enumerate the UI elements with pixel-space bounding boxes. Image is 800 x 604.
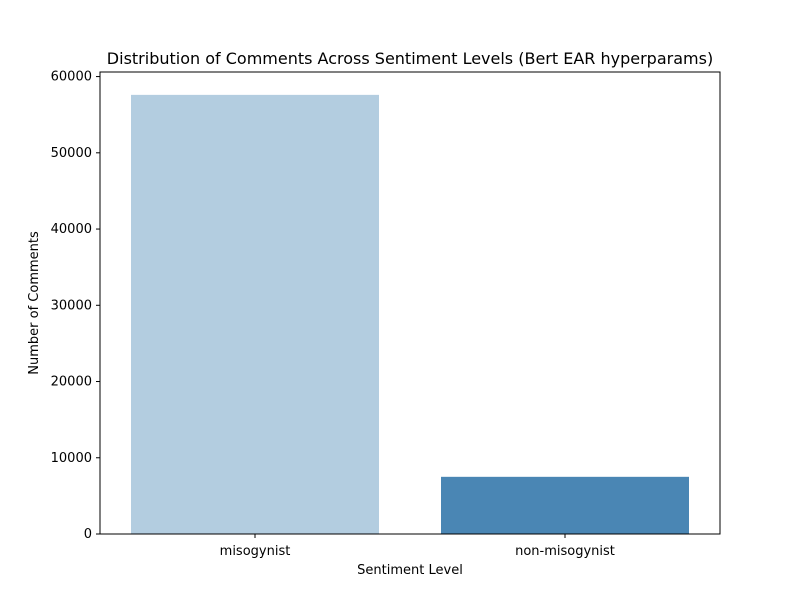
plot-frame <box>99 71 721 535</box>
y-tick-label: 30000 <box>51 298 92 313</box>
x-tick-label: non-misogynist <box>515 544 615 559</box>
y-tick-label: 40000 <box>51 222 92 237</box>
x-axis-label: Sentiment Level <box>357 563 463 578</box>
y-axis: 0 10000 20000 30000 40000 50000 60000 <box>51 70 100 542</box>
y-tick-label: 10000 <box>51 451 92 466</box>
y-tick-label: 50000 <box>51 146 92 161</box>
x-axis: misogynist non-misogynist <box>220 534 615 559</box>
bar-series <box>131 94 689 535</box>
chart-title: Distribution of Comments Across Sentimen… <box>107 49 713 68</box>
x-tick-label: misogynist <box>220 544 291 559</box>
y-tick-label: 60000 <box>51 70 92 85</box>
bar-non-misogynist <box>441 476 689 534</box>
y-tick-label: 20000 <box>51 375 92 390</box>
y-tick-label: 0 <box>84 527 92 542</box>
bar-misogynist <box>131 94 379 535</box>
y-axis-label: Number of Comments <box>27 231 42 375</box>
